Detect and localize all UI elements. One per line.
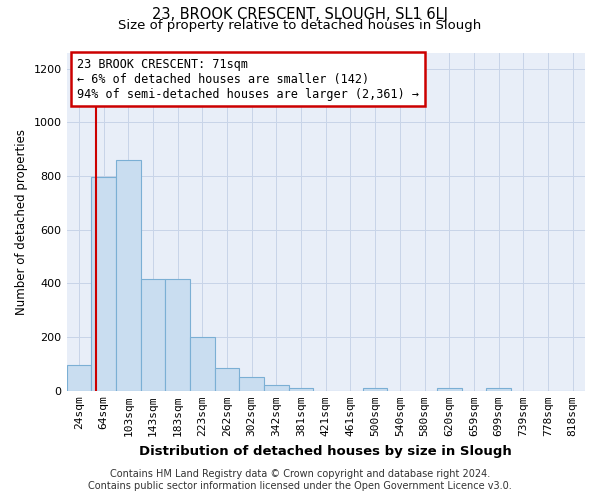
Bar [116, 160, 140, 391]
Bar [363, 388, 388, 391]
Bar [91, 178, 116, 391]
Text: 23, BROOK CRESCENT, SLOUGH, SL1 6LJ: 23, BROOK CRESCENT, SLOUGH, SL1 6LJ [152, 8, 448, 22]
Bar [190, 337, 215, 391]
Text: Size of property relative to detached houses in Slough: Size of property relative to detached ho… [118, 19, 482, 32]
Text: 23 BROOK CRESCENT: 71sqm
← 6% of detached houses are smaller (142)
94% of semi-d: 23 BROOK CRESCENT: 71sqm ← 6% of detache… [77, 58, 419, 100]
Bar [140, 280, 165, 391]
X-axis label: Distribution of detached houses by size in Slough: Distribution of detached houses by size … [139, 444, 512, 458]
Text: Contains HM Land Registry data © Crown copyright and database right 2024.
Contai: Contains HM Land Registry data © Crown c… [88, 470, 512, 491]
Bar [239, 377, 264, 391]
Bar [67, 366, 91, 391]
Bar [437, 388, 461, 391]
Bar [215, 368, 239, 391]
Y-axis label: Number of detached properties: Number of detached properties [15, 128, 28, 314]
Bar [289, 388, 313, 391]
Bar [486, 388, 511, 391]
Bar [264, 386, 289, 391]
Bar [165, 280, 190, 391]
